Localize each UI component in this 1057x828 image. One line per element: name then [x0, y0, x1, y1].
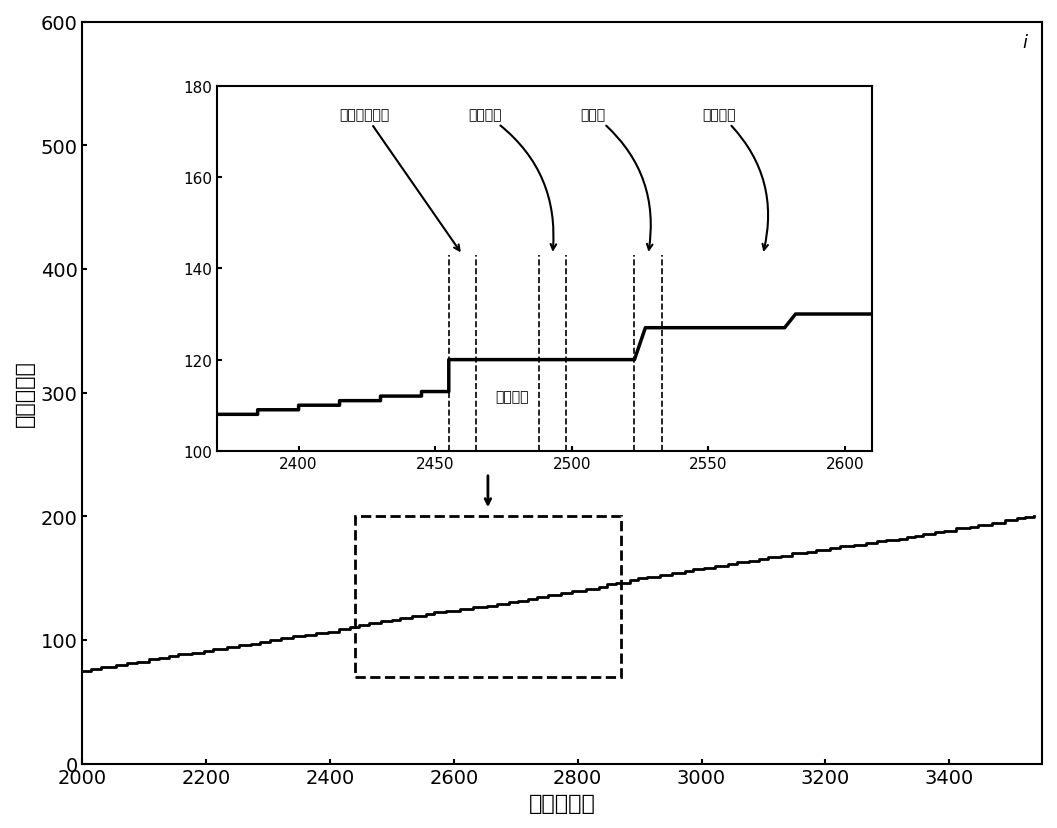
Text: 水注入: 水注入 [580, 108, 652, 250]
Y-axis label: 厚度（埃）: 厚度（埃） [15, 359, 35, 426]
Bar [355, 517, 622, 677]
Text: 二乙基锡注入: 二乙基锡注入 [339, 108, 460, 251]
X-axis label: 时间（秒）: 时间（秒） [528, 793, 596, 813]
Text: 氮气吹扫: 氮气吹扫 [703, 108, 768, 251]
Text: 氮气出扫: 氮气出扫 [468, 108, 556, 250]
Text: 一个过程: 一个过程 [496, 390, 528, 403]
Text: i: i [1022, 34, 1027, 51]
